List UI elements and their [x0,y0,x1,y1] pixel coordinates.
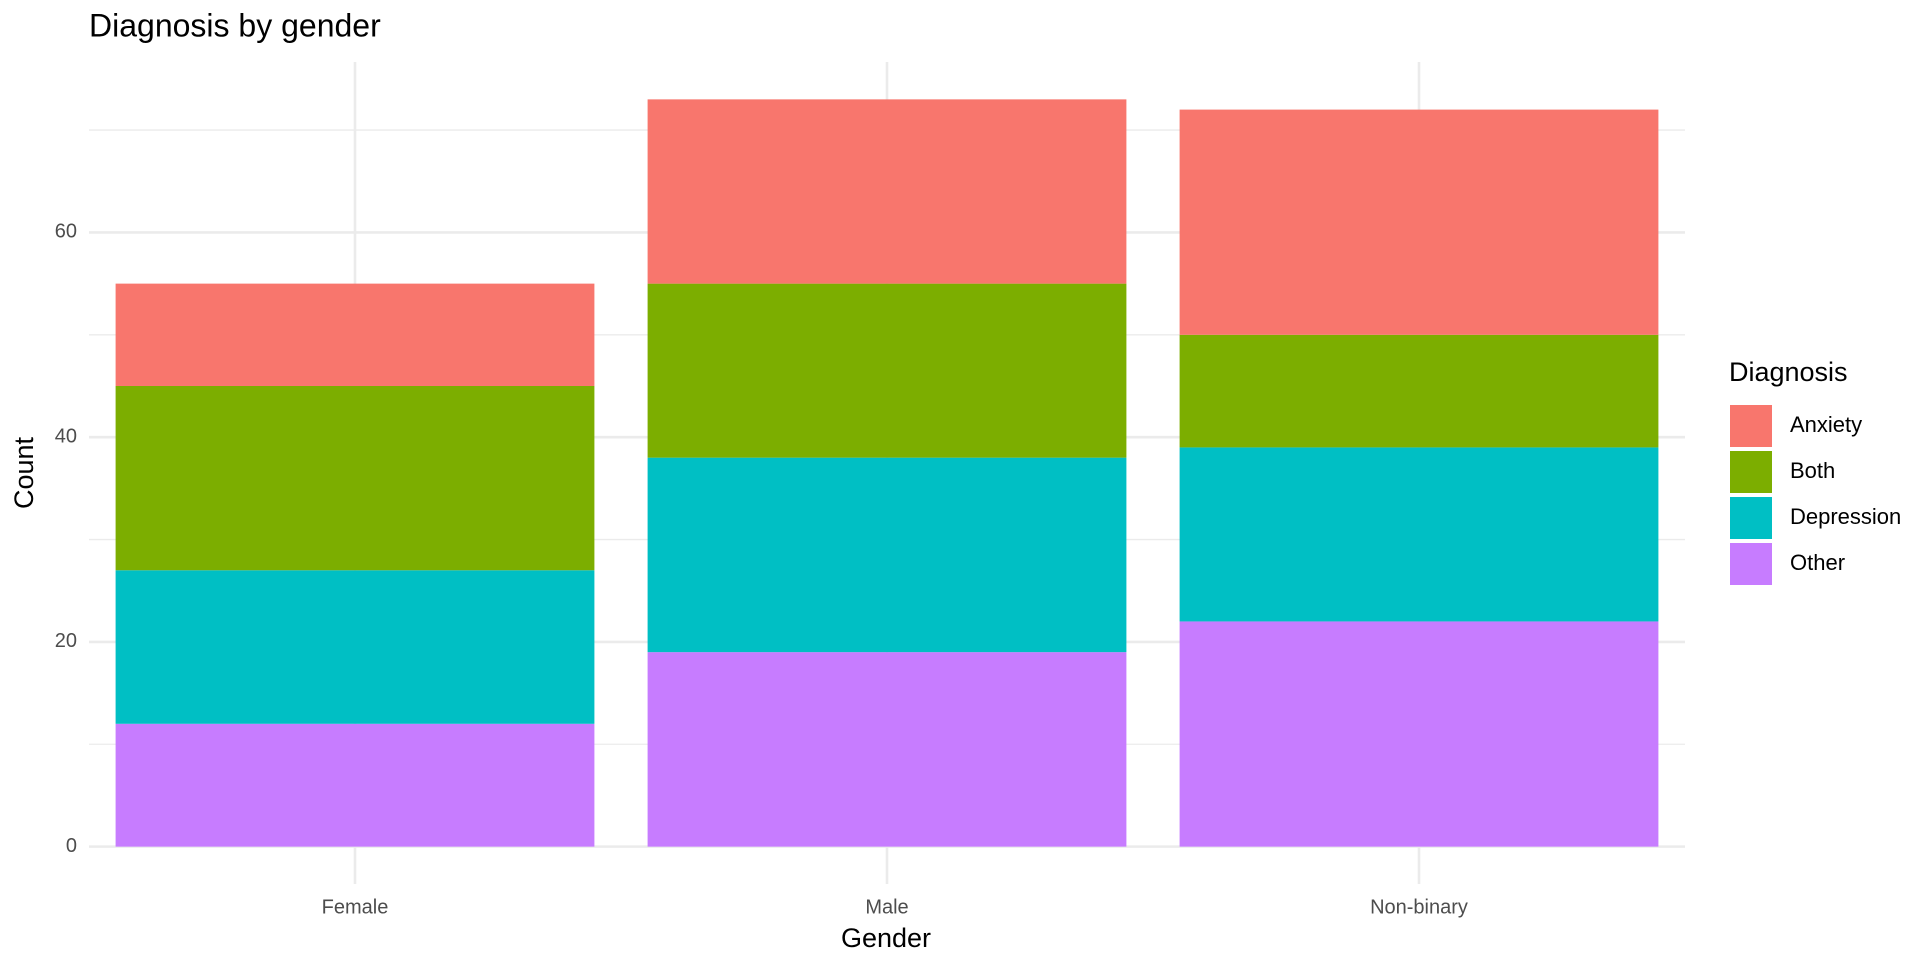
bar-segment [1179,621,1659,847]
bar-segment [1179,109,1659,335]
y-tick-label: 40 [55,425,77,447]
bar-segment [115,385,595,571]
bar-segment [115,283,595,386]
legend-label: Anxiety [1790,412,1862,437]
y-tick-label: 60 [55,221,77,243]
legend-title: Diagnosis [1729,357,1848,387]
y-axis-title: Count [9,436,39,509]
bar-segment [1179,447,1659,622]
legend-key [1728,403,1774,449]
y-tick-label: 0 [66,835,77,857]
legend-label: Both [1790,458,1835,483]
legend-key [1728,495,1774,541]
legend-label: Other [1790,550,1845,575]
x-axis-title: Gender [841,923,931,953]
bar-segment [115,723,595,847]
x-tick-label: Female [322,896,389,918]
legend-key [1728,541,1774,587]
bar-segment [115,570,595,724]
bar-segment [647,283,1127,458]
bar-segment [1179,334,1659,448]
bar-segment [647,457,1127,653]
chart-title: Diagnosis by gender [89,7,381,43]
x-tick-label: Non-binary [1370,896,1468,918]
legend-key [1728,449,1774,495]
y-tick-label: 20 [55,630,77,652]
legend-label: Depression [1790,504,1901,529]
bar-segment [647,99,1127,284]
bar-segment [647,652,1127,847]
x-tick-label: Male [865,896,908,918]
